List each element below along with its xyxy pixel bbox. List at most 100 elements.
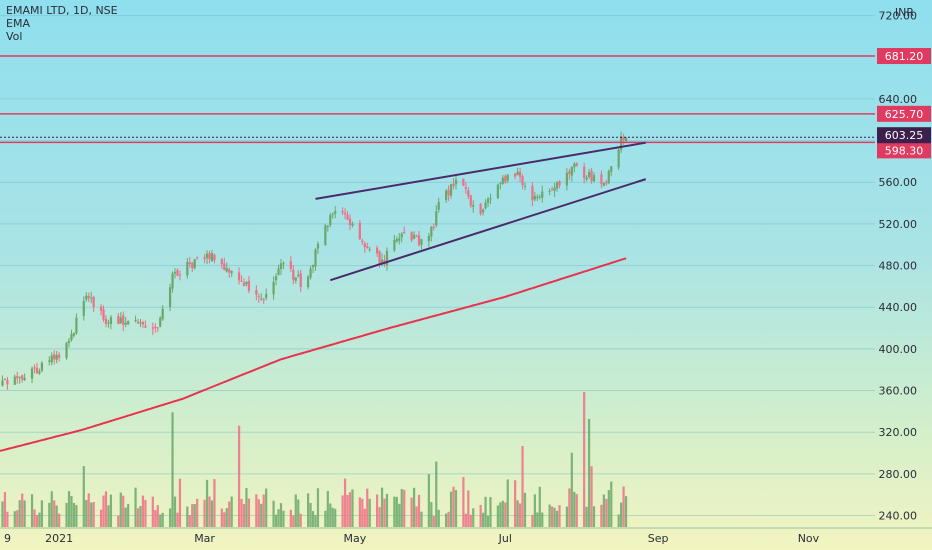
volume-bar bbox=[85, 499, 88, 527]
volume-bar bbox=[90, 502, 93, 527]
volume-bar bbox=[363, 508, 366, 527]
candle-body bbox=[213, 254, 216, 261]
volume-bar bbox=[504, 502, 507, 527]
volume-bar bbox=[102, 495, 105, 527]
volume-bar bbox=[447, 511, 450, 527]
trendline-upper bbox=[315, 141, 646, 200]
time-axis[interactable]: 9 2021 Mar May Jul Sep Nov bbox=[0, 527, 932, 545]
level-tag-bg bbox=[877, 105, 931, 122]
candle-body bbox=[479, 203, 482, 214]
candle-body bbox=[188, 262, 191, 264]
candle-body bbox=[430, 226, 433, 237]
volume-bar bbox=[159, 514, 162, 527]
volume-bar bbox=[467, 490, 470, 527]
volume-bar bbox=[107, 505, 110, 527]
candle-body bbox=[141, 321, 145, 325]
chart-legend: EMAMI LTD, 1D, NSE EMA Vol bbox=[6, 4, 118, 43]
y-tick-label: 400.00 bbox=[879, 343, 918, 356]
volume-bar bbox=[430, 502, 433, 527]
volume-bar bbox=[134, 487, 137, 527]
candle-body bbox=[3, 379, 7, 381]
candle-body bbox=[156, 327, 159, 329]
candle-body bbox=[462, 178, 465, 186]
volume-bar bbox=[124, 507, 127, 527]
volume-bar bbox=[292, 515, 295, 527]
ema-legend[interactable]: EMA bbox=[6, 17, 30, 30]
volume-bar bbox=[341, 495, 344, 527]
volume-bar bbox=[326, 490, 329, 527]
y-tick-label: 360.00 bbox=[879, 385, 918, 398]
candle-body bbox=[417, 235, 421, 246]
volume-bar bbox=[501, 500, 504, 527]
candle-body bbox=[410, 232, 413, 241]
volume-bar bbox=[260, 503, 263, 527]
volume-bar bbox=[33, 509, 36, 527]
candle-body bbox=[240, 280, 243, 282]
candle-body bbox=[102, 309, 105, 320]
level-tag-text: 681.20 bbox=[885, 50, 924, 63]
candle-body bbox=[35, 367, 39, 374]
candle-body bbox=[363, 243, 366, 248]
candle-body bbox=[1, 380, 4, 386]
candle-body bbox=[361, 240, 364, 243]
candle-body bbox=[127, 321, 130, 325]
candle-body bbox=[173, 271, 177, 274]
price-axis[interactable]: 240.00 280.00 320.00 360.00 400.00 440.00 480.… bbox=[879, 10, 918, 523]
candle-body bbox=[242, 282, 246, 287]
volume-bar bbox=[393, 496, 396, 527]
y-tick-label: 280.00 bbox=[879, 468, 918, 481]
volume-bar bbox=[139, 506, 142, 527]
vol-legend[interactable]: Vol bbox=[6, 30, 23, 43]
volume-bar bbox=[400, 489, 403, 527]
candle-body bbox=[297, 275, 300, 277]
volume-bar bbox=[514, 480, 517, 527]
volume-bar bbox=[188, 515, 191, 527]
ema-line bbox=[0, 257, 627, 452]
candle-body bbox=[18, 376, 21, 378]
candle-body bbox=[144, 325, 147, 328]
horizontal-levels[interactable] bbox=[0, 55, 875, 144]
candle-body bbox=[435, 211, 438, 226]
candle-body bbox=[501, 177, 504, 184]
candle-body bbox=[624, 137, 628, 142]
volume-bar bbox=[583, 392, 586, 527]
candle-body bbox=[196, 257, 199, 259]
volume-bar bbox=[117, 515, 120, 527]
volume-bar bbox=[496, 505, 499, 527]
volume-bar bbox=[58, 513, 61, 527]
candle-body bbox=[104, 318, 108, 324]
candle-body bbox=[536, 197, 539, 199]
volume-bar bbox=[452, 486, 455, 527]
volume-bar bbox=[523, 492, 527, 527]
volume-bar bbox=[427, 474, 430, 527]
current-price-tag-text: 603.25 bbox=[885, 129, 924, 142]
volume-bar bbox=[348, 492, 352, 527]
candle-body bbox=[331, 213, 334, 215]
candle-body bbox=[452, 183, 455, 187]
x-tick-label: 2021 bbox=[45, 532, 73, 545]
trendlines[interactable] bbox=[315, 141, 647, 282]
volume-bar bbox=[18, 500, 21, 527]
candle-body bbox=[622, 137, 625, 141]
candle-body bbox=[334, 211, 337, 214]
volume-bar bbox=[1, 501, 4, 527]
candle-body bbox=[161, 308, 164, 320]
volume-bar bbox=[415, 506, 418, 527]
volume-bar bbox=[462, 477, 465, 527]
candle-body bbox=[464, 187, 467, 189]
volume-bar bbox=[551, 506, 554, 527]
volume-bar bbox=[587, 419, 591, 527]
symbol-title[interactable]: EMAMI LTD, 1D, NSE bbox=[6, 4, 118, 17]
candle-body bbox=[40, 362, 44, 371]
volume-bar bbox=[40, 500, 44, 527]
volume-bar bbox=[265, 488, 268, 527]
candle-body bbox=[516, 171, 519, 176]
candle-body bbox=[343, 212, 347, 215]
candle-body bbox=[282, 263, 285, 265]
volume-bar bbox=[255, 494, 258, 527]
candle-body bbox=[85, 295, 88, 300]
volume-bar bbox=[75, 505, 78, 527]
volume-bar bbox=[568, 488, 571, 527]
